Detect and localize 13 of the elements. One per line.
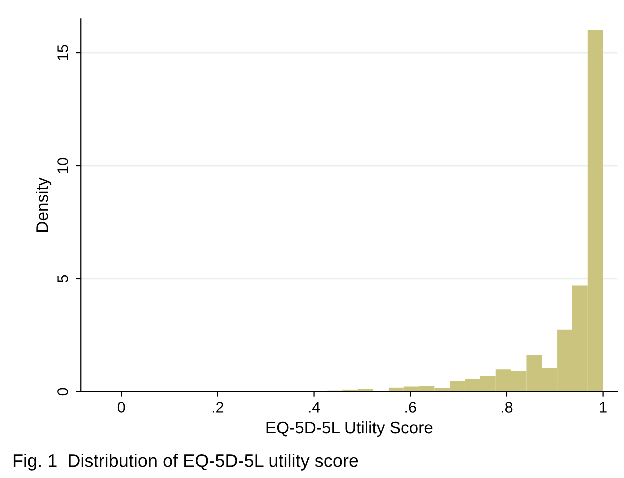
- x-axis-title: EQ-5D-5L Utility Score: [266, 421, 433, 438]
- y-axis-title: Density: [36, 178, 52, 232]
- caption: Fig. 1 Distribution of EQ-5D-5L utility score: [14, 454, 358, 471]
- y-tick-label: 0: [58, 388, 68, 396]
- y-tick-label: 10: [58, 158, 68, 174]
- x-tick-label: .8: [502, 402, 513, 413]
- x-tick-label: .4: [309, 402, 320, 413]
- x-tick-label: 0: [118, 402, 126, 413]
- x-tick-label: 1: [600, 402, 607, 413]
- y-tick-label: 5: [58, 275, 68, 283]
- y-tick-label: 15: [58, 45, 68, 60]
- x-tick-label: .2: [212, 402, 224, 413]
- x-tick-label: .6: [406, 402, 416, 413]
